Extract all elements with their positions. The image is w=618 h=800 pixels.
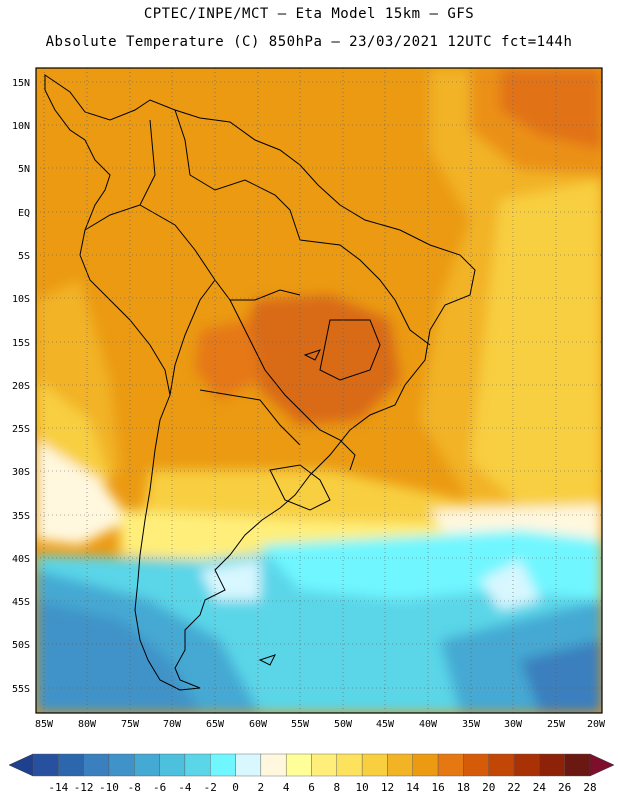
colorbar-label: 24: [533, 781, 547, 794]
lat-label: 15S: [12, 338, 30, 349]
colorbar-arrow-right: [589, 753, 615, 777]
lat-label: 5N: [18, 164, 30, 175]
colorbar-swatch: [437, 753, 464, 777]
colorbar-swatch: [58, 753, 84, 777]
map-frame: [35, 67, 603, 714]
colorbar-label: -8: [128, 781, 141, 794]
lat-label: 5S: [18, 251, 30, 262]
colorbar-swatch: [159, 753, 186, 777]
colorbar-swatch: [260, 753, 287, 777]
lon-label: 40W: [419, 719, 438, 730]
colorbar-swatch: [32, 753, 59, 777]
lat-label: 35S: [12, 511, 30, 522]
colorbar-arrow-left: [8, 753, 34, 777]
lat-label: 20S: [12, 381, 30, 392]
lon-label: 35W: [462, 719, 481, 730]
lat-label: 55S: [12, 684, 30, 695]
lon-label: 65W: [206, 719, 225, 730]
lon-label: 45W: [376, 719, 395, 730]
map-subtitle: Absolute Temperature (C) 850hPa – 23/03/…: [45, 34, 573, 50]
colorbar-swatch: [210, 753, 236, 777]
lat-label: 15N: [12, 78, 30, 89]
colorbar-label: -2: [204, 781, 217, 794]
colorbar-swatch: [513, 753, 540, 777]
lon-label: 55W: [291, 719, 310, 730]
colorbar-swatch: [235, 753, 262, 777]
colorbar-label: 6: [308, 781, 315, 794]
lat-label: 25S: [12, 424, 30, 435]
colorbar-swatch: [336, 753, 363, 777]
colorbar-swatch: [83, 753, 110, 777]
lat-label: 10N: [12, 121, 30, 132]
lat-label: 50S: [12, 640, 30, 651]
colorbar-label: 20: [482, 781, 495, 794]
lon-label: 80W: [78, 719, 97, 730]
colorbar-swatch: [285, 753, 312, 777]
colorbar-label: 16: [431, 781, 444, 794]
colorbar-label: 22: [507, 781, 520, 794]
colorbar-swatch: [361, 753, 388, 777]
colorbar-swatch: [311, 753, 338, 777]
colorbar-label: 8: [334, 781, 341, 794]
colorbar-label: -10: [99, 781, 119, 794]
lat-label: 10S: [12, 294, 30, 305]
lat-label: EQ: [18, 208, 30, 219]
colorbar-label: 14: [406, 781, 420, 794]
colorbar-label: 4: [283, 781, 290, 794]
colorbar-swatch: [387, 753, 413, 777]
temperature-field: [36, 68, 602, 713]
lat-label: 45S: [12, 597, 30, 608]
colorbar-swatch: [488, 753, 515, 777]
colorbar-swatch: [463, 753, 489, 777]
lat-label: 40S: [12, 554, 30, 565]
lat-label: 30S: [12, 467, 30, 478]
colorbar-swatch: [539, 753, 565, 777]
lon-label: 50W: [334, 719, 353, 730]
colorbar-label: -14: [48, 781, 68, 794]
latitude-labels: 15N 10N 5N EQ 5S 10S 15S 20S 25S 30S 35S…: [12, 78, 30, 695]
colorbar-labels: -14 -12 -10 -8 -6 -4 -2 0 2 4 6 8 10 12 14 16 18 20 22 24 26…: [48, 781, 596, 794]
colorbar-swatch: [412, 753, 439, 777]
longitude-labels: 85W 80W 75W 70W 65W 60W 55W 50W 45W 40W …: [35, 719, 606, 730]
colorbar-label: 18: [457, 781, 470, 794]
colorbar-label: -12: [74, 781, 94, 794]
colorbar-label: -6: [153, 781, 166, 794]
colorbar-swatch: [108, 753, 135, 777]
lon-label: 25W: [547, 719, 566, 730]
colorbar: [8, 753, 615, 777]
colorbar-label: 28: [583, 781, 596, 794]
lon-label: 70W: [163, 719, 182, 730]
colorbar-label: 2: [258, 781, 265, 794]
lon-label: 30W: [504, 719, 523, 730]
colorbar-swatch: [184, 753, 211, 777]
lon-label: 60W: [249, 719, 268, 730]
colorbar-label: 12: [381, 781, 394, 794]
map-title: CPTEC/INPE/MCT – Eta Model 15km – GFS: [143, 6, 475, 22]
colorbar-label: 0: [232, 781, 239, 794]
colorbar-label: 10: [356, 781, 369, 794]
colorbar-label: -4: [178, 781, 192, 794]
colorbar-label: 26: [558, 781, 571, 794]
lon-label: 85W: [35, 719, 54, 730]
lon-label: 75W: [121, 719, 140, 730]
lon-label: 20W: [587, 719, 606, 730]
colorbar-swatch: [134, 753, 160, 777]
colorbar-swatch: [564, 753, 591, 777]
